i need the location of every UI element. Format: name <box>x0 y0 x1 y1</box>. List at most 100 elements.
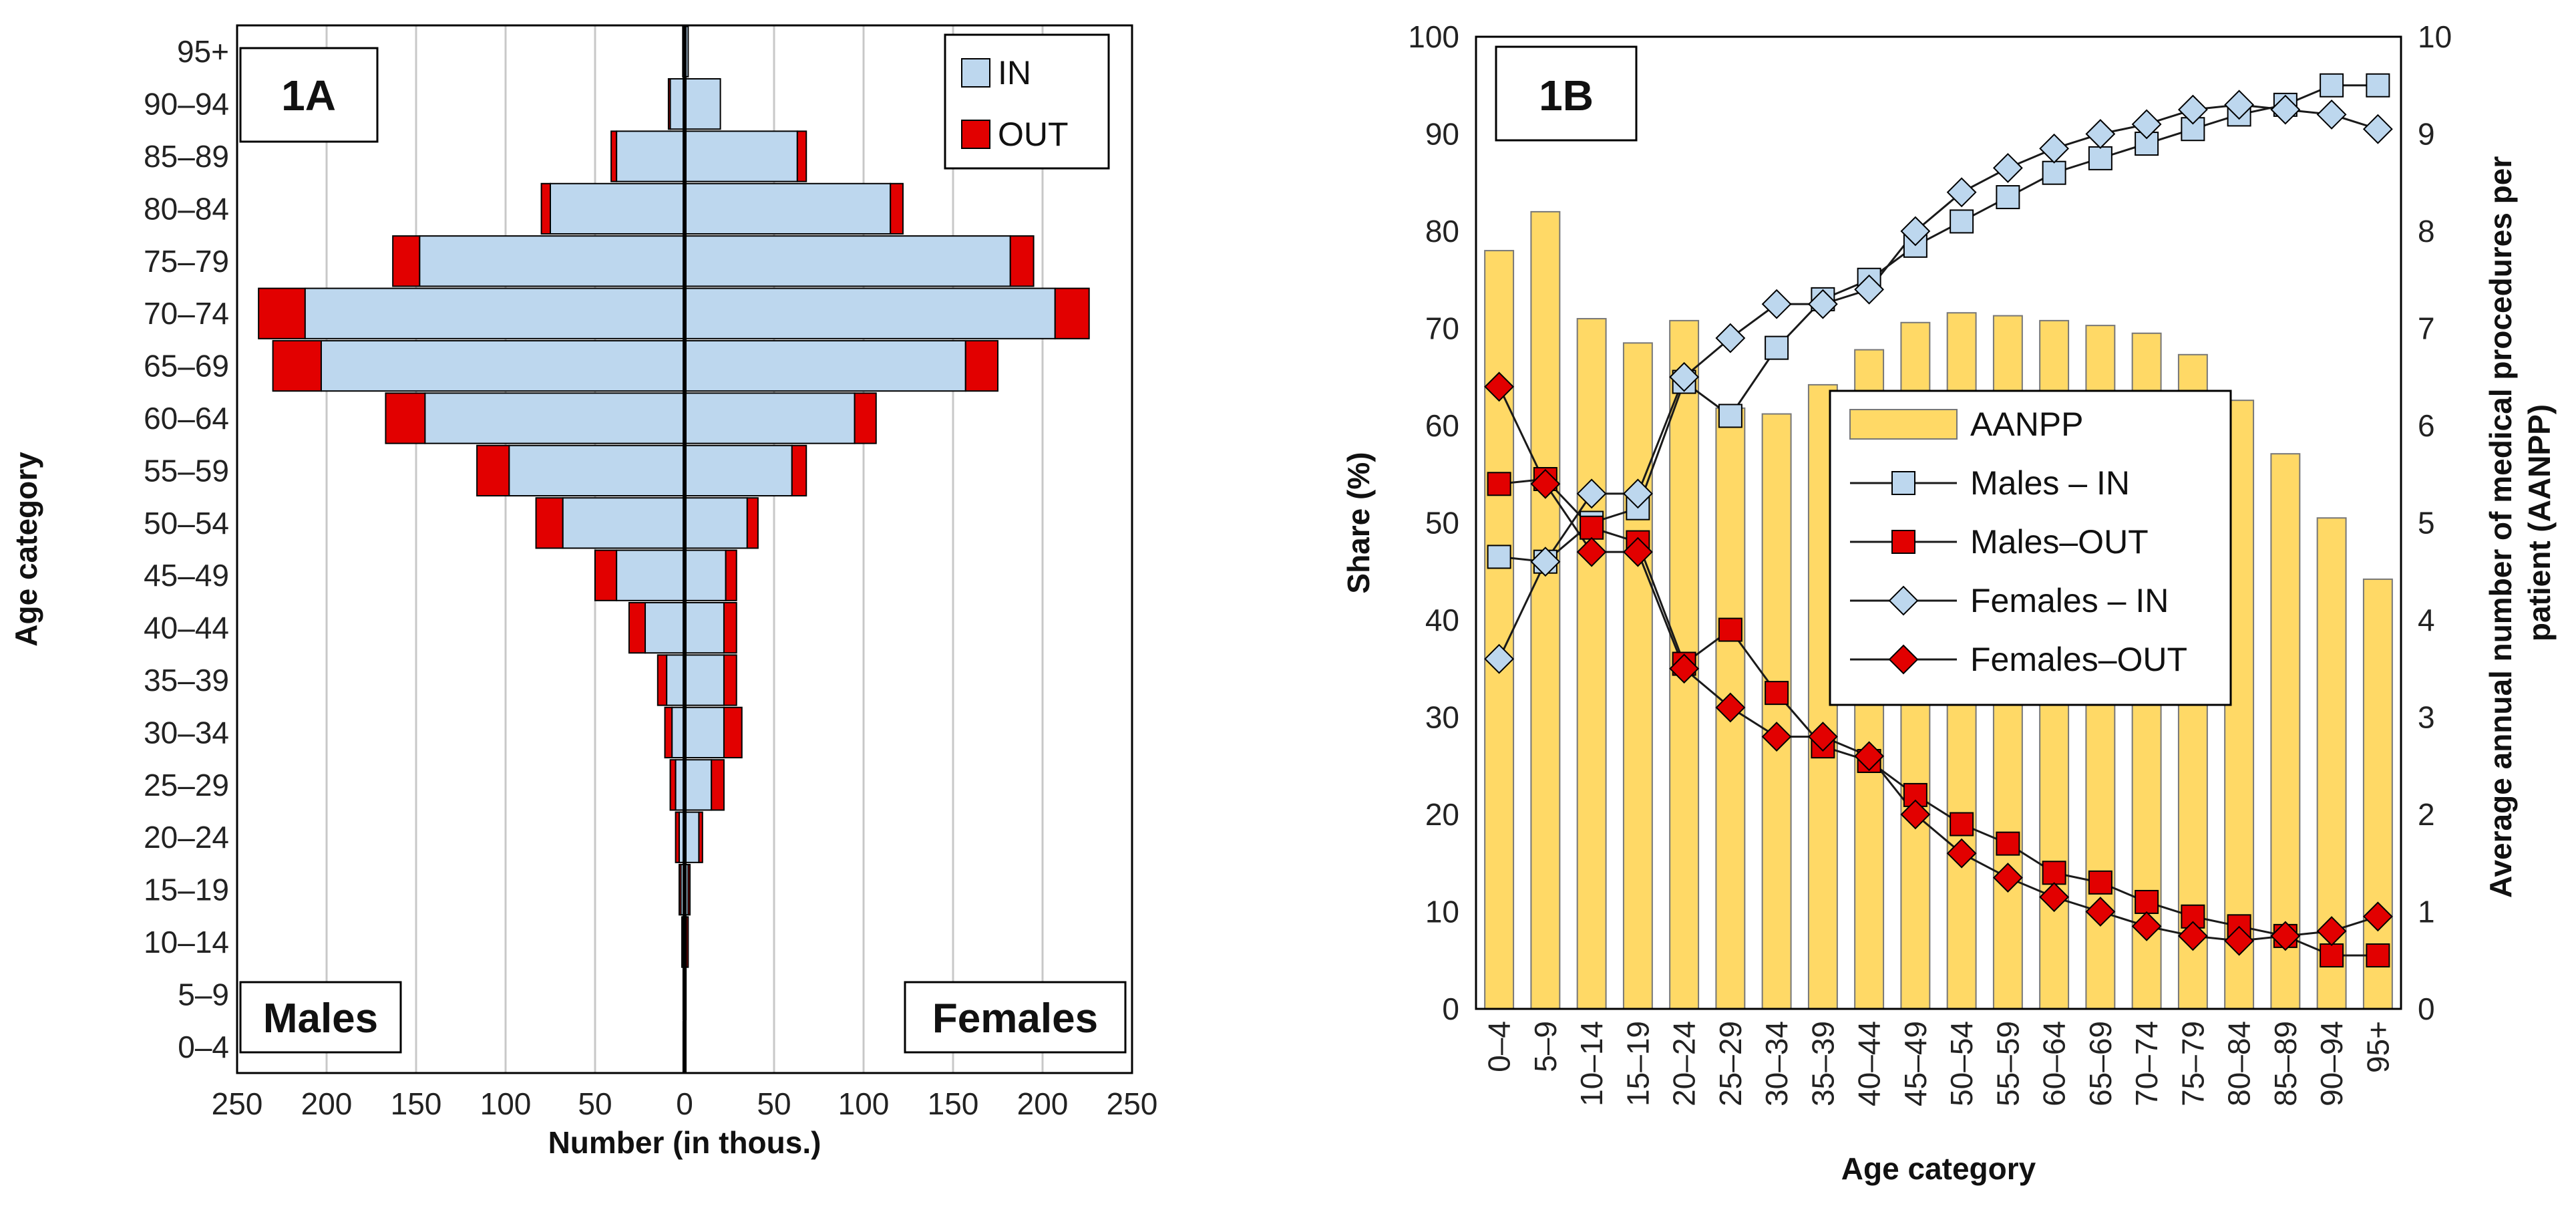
chart-1b-legend: AANPP Males – IN Males–OUT Females – IN Fema… <box>1829 390 2232 706</box>
point-females-in-70-74 <box>2131 109 2162 140</box>
chart-1b-left-y-tick: 60 <box>1425 408 1459 443</box>
chart-1b-x-tick-35-39: 35–39 <box>1805 1021 1840 1106</box>
chart-1a-y-tick-0-4: 0–4 <box>178 1030 229 1064</box>
chart-1a-legend-label-out: OUT <box>998 116 1069 153</box>
point-males-in-0-4 <box>1487 545 1511 569</box>
chart-1b-left-y-tick: 40 <box>1425 603 1459 637</box>
point-females-in-20-24 <box>1669 361 1700 392</box>
chart-1b-right-y-tick: 8 <box>2418 214 2435 249</box>
chart-1b-left-y-axis-title: Share (%) <box>1341 452 1376 593</box>
bar-males-in-50-54 <box>562 497 686 549</box>
chart-1a-y-tick-75-79: 75–79 <box>144 244 229 279</box>
bar-males-out-25-29 <box>669 759 677 811</box>
point-females-in-40-44 <box>1854 274 1885 305</box>
chart-1a-y-tick-labels: 0–4 5–9 10–14 15–19 20–24 25–29 30–34 35–39 40–4… <box>144 34 229 1064</box>
chart-1a-females-label: Females <box>904 981 1127 1054</box>
chart-1b-panel-label-box <box>1495 45 1638 142</box>
bar-aanpp-95+ <box>2362 578 2393 1010</box>
chart-1a-x-axis-title: Number (in thous.) <box>548 1125 821 1160</box>
bar-females-in-45-49 <box>684 549 727 601</box>
point-females-out-50-54 <box>1946 838 1977 869</box>
chart-1b-right-y-axis-title-line-2: patient (AANPP) <box>2522 404 2557 641</box>
bar-females-in-35-39 <box>684 654 725 706</box>
bar-males-out-45-49 <box>594 549 618 601</box>
point-females-in-5-9 <box>1530 547 1561 577</box>
point-males-out-30-34 <box>1765 681 1789 706</box>
chart-1a-y-tick-55-59: 55–59 <box>144 453 229 488</box>
point-males-in-90-94 <box>2320 73 2344 98</box>
chart-1b-x-tick-45-49: 45–49 <box>1898 1021 1933 1106</box>
chart-1b-x-tick-70-74: 70–74 <box>2129 1021 2164 1106</box>
chart-1a-y-tick-30-34: 30–34 <box>144 715 229 750</box>
bar-females-out-75-79 <box>1009 235 1035 287</box>
chart-1b-right-y-tick: 9 <box>2418 117 2435 152</box>
point-females-in-95+ <box>2362 114 2393 144</box>
point-females-in-35-39 <box>1807 289 1838 319</box>
bar-males-in-80-84 <box>550 182 685 235</box>
bar-males-out-30-34 <box>664 706 673 759</box>
chart-1b-right-y-tick: 3 <box>2418 700 2435 735</box>
bar-aanpp-30-34 <box>1761 413 1792 1010</box>
chart-1a-y-tick-80-84: 80–84 <box>144 191 229 226</box>
chart-1a-males-label-box <box>239 981 402 1054</box>
chart-1a-legend-label-in: IN <box>998 54 1031 92</box>
bar-females-in-65-69 <box>684 339 966 392</box>
chart-1b-right-y-tick: 0 <box>2418 992 2435 1026</box>
chart-1a-panel-label: 1A <box>239 47 379 143</box>
chart-1b-legend-marker-males-out <box>1891 530 1915 554</box>
chart-1a-legend-swatch-in <box>961 58 990 88</box>
chart-1b-x-tick-5-9: 5–9 <box>1528 1021 1563 1072</box>
chart-1b-x-tick-labels: 0–4 5–9 10–14 15–19 20–24 25–29 30–34 35–39 40–4… <box>1482 1021 2396 1106</box>
chart-1b-x-axis-title: Age category <box>1841 1151 2036 1186</box>
point-females-out-45-49 <box>1900 799 1931 830</box>
chart-1a-y-tick-40-44: 40–44 <box>144 611 229 645</box>
point-females-out-15-19 <box>1622 537 1653 567</box>
point-males-in-25-29 <box>1718 404 1742 428</box>
point-males-out-65-69 <box>2088 870 2112 895</box>
chart-1b-x-tick-75-79: 75–79 <box>2175 1021 2210 1106</box>
chart-1b-left-y-tick: 10 <box>1425 895 1459 929</box>
bar-females-in-55-59 <box>684 444 793 497</box>
point-females-out-70-74 <box>2131 911 2162 941</box>
chart-1a-males-label: Males <box>239 981 402 1054</box>
chart-1a-x-tick-labels: 250 200 150 100 50 0 50 100 150 200 250 <box>212 1086 1158 1121</box>
chart-1b-x-tick-15-19: 15–19 <box>1620 1021 1655 1106</box>
bar-males-out-65-69 <box>272 339 322 392</box>
chart-1a-y-tick-70-74: 70–74 <box>144 296 229 331</box>
point-females-in-30-34 <box>1761 289 1792 319</box>
bar-aanpp-15-19 <box>1622 342 1653 1010</box>
bar-females-out-25-29 <box>711 759 725 811</box>
chart-1b-x-tick-85-89: 85–89 <box>2268 1021 2303 1106</box>
chart-1b-left-y-tick-labels: 0 10 20 30 40 50 60 70 80 90 100 <box>1408 19 1459 1026</box>
bar-females-out-20-24 <box>698 811 703 863</box>
bar-males-in-60-64 <box>424 392 686 444</box>
chart-1a-frame <box>236 24 1133 1074</box>
chart-1a-x-tick: 150 <box>391 1086 442 1121</box>
point-males-out-90-94 <box>2320 943 2344 967</box>
chart-1b-x-tick-65-69: 65–69 <box>2083 1021 2118 1106</box>
chart-1a-y-tick-50-54: 50–54 <box>144 506 229 541</box>
chart-1b-left-y-tick: 90 <box>1425 117 1459 152</box>
point-females-out-65-69 <box>2085 897 2116 927</box>
chart-1b-panel-label-text: 1B <box>1539 71 1594 120</box>
point-females-in-15-19 <box>1622 478 1653 509</box>
chart-1b-right-y-axis-title: Average annual number of medical procedu… <box>2483 148 2557 898</box>
chart-1b-legend-label-females-in: Females – IN <box>1970 582 2169 619</box>
chart-1a-y-tick-25-29: 25–29 <box>144 768 229 802</box>
bar-aanpp-10-14 <box>1576 317 1607 1010</box>
bar-females-out-85-89 <box>796 130 807 182</box>
bar-females-in-80-84 <box>684 182 892 235</box>
chart-1a-x-tick: 100 <box>838 1086 890 1121</box>
chart-1b-left-y-tick: 80 <box>1425 214 1459 249</box>
point-females-out-20-24 <box>1669 653 1700 684</box>
point-females-in-10-14 <box>1576 478 1607 509</box>
chart-1a-x-tick: 200 <box>1017 1086 1069 1121</box>
chart-1b-x-tick-0-4: 0–4 <box>1482 1021 1517 1072</box>
chart-1a-y-tick-85-89: 85–89 <box>144 139 229 174</box>
bar-females-in-85-89 <box>684 130 798 182</box>
bar-males-in-75-79 <box>419 235 685 287</box>
bar-females-in-90-94 <box>684 78 721 130</box>
chart-1a-legend: IN OUT <box>944 33 1110 170</box>
chart-1b-left-y-tick: 30 <box>1425 700 1459 735</box>
chart-1b-right-y-tick: 4 <box>2418 603 2435 637</box>
